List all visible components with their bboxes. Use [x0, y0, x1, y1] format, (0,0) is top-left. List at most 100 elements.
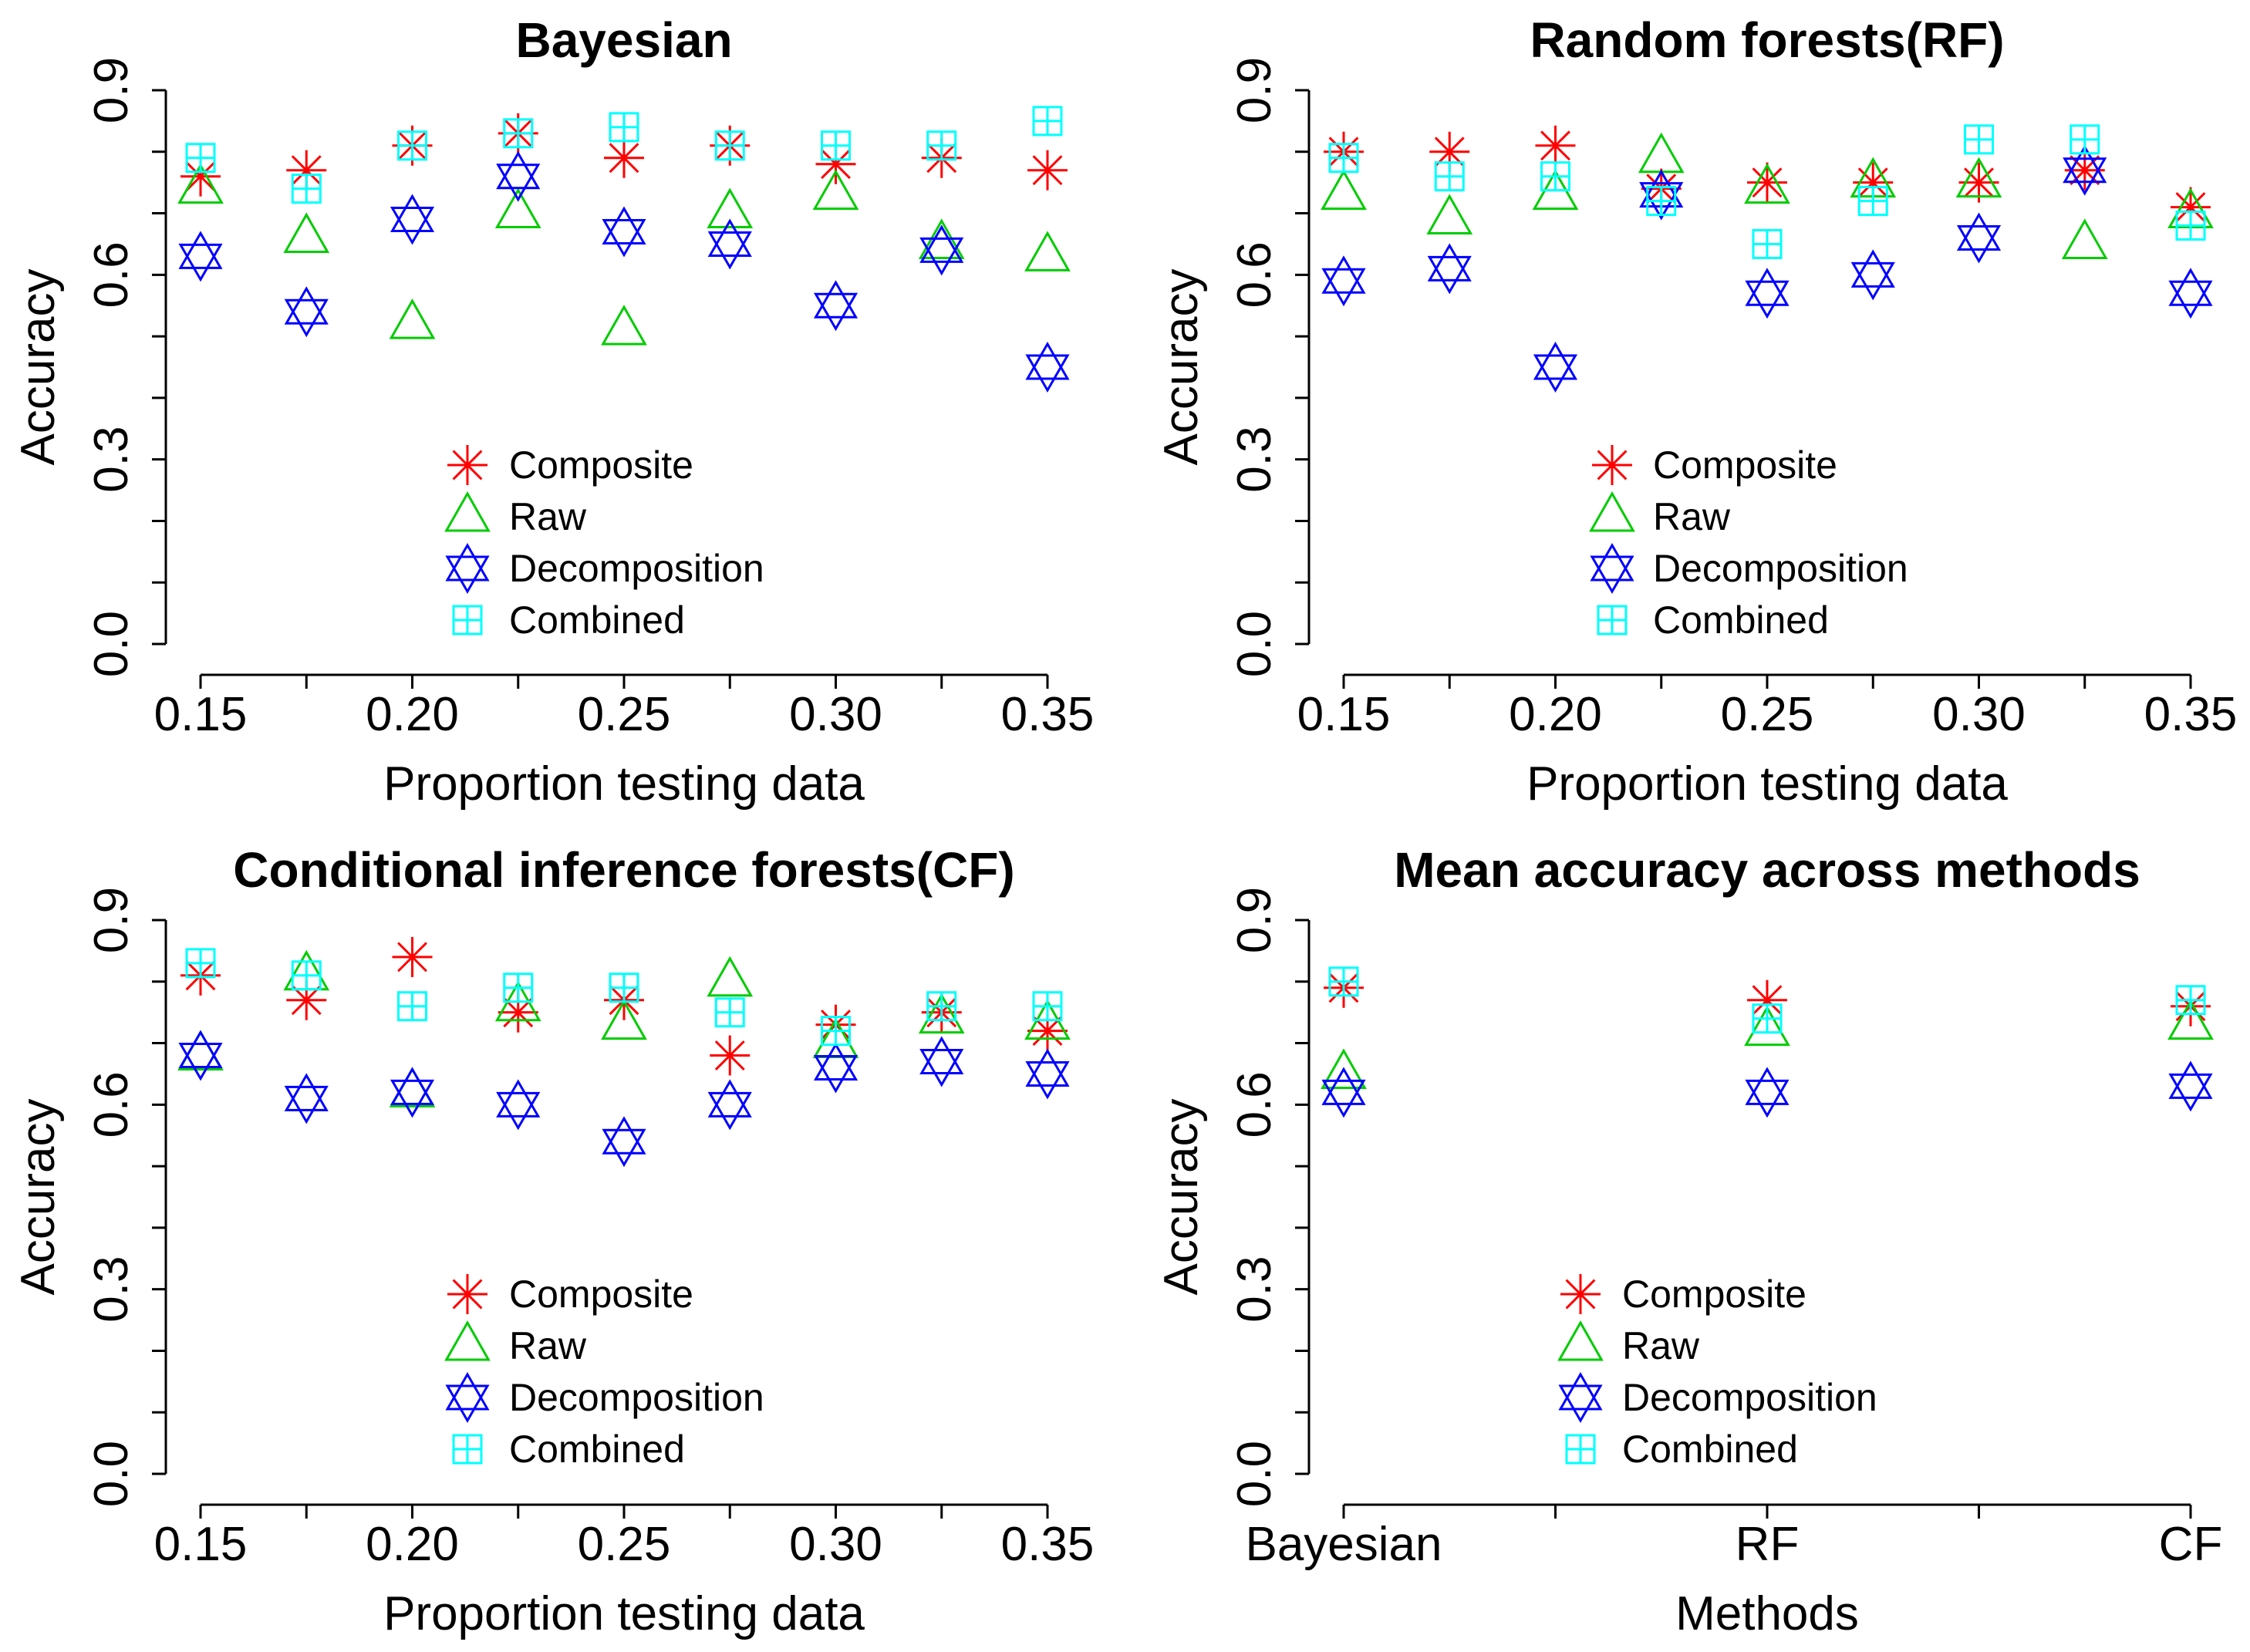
data-point-decomposition	[1745, 1067, 1790, 1118]
data-point-composite	[392, 936, 433, 977]
legend-marker-combined	[452, 605, 483, 636]
data-point-raw	[2167, 999, 2214, 1040]
data-point-composite	[286, 150, 327, 190]
legend-marker-raw	[1589, 491, 1635, 532]
y-tick-label: 0.9	[85, 57, 138, 123]
y-axis-title: Accuracy	[12, 269, 65, 466]
data-point-combined	[1752, 228, 1783, 259]
legend-label: Composite	[1653, 443, 1837, 487]
data-point-decomposition	[813, 280, 859, 332]
legend-marker-composite	[1560, 1274, 1601, 1314]
x-axis-title: Proportion testing data	[383, 1587, 865, 1640]
data-point-raw	[707, 187, 754, 229]
x-tick-label: 0.15	[1297, 688, 1391, 741]
x-tick-label: 0.35	[2144, 688, 2238, 741]
legend-marker-raw	[444, 1320, 491, 1361]
data-point-decomposition	[1321, 255, 1366, 307]
y-axis-title: Accuracy	[1155, 1099, 1208, 1296]
data-point-raw	[707, 956, 754, 997]
legend-marker-decomposition	[1558, 1371, 1603, 1424]
legend-marker-composite	[447, 1274, 487, 1314]
data-point-combined	[1032, 106, 1063, 137]
data-point-combined	[609, 973, 639, 1003]
y-tick-label: 0.9	[1228, 887, 1281, 953]
data-point-raw	[177, 163, 224, 204]
data-point-combined	[1964, 124, 1994, 155]
data-point-composite	[604, 137, 644, 178]
legend-label: Decomposition	[509, 547, 764, 590]
y-tick-label: 0.6	[85, 1071, 138, 1138]
x-tick-label: 0.25	[578, 1518, 671, 1571]
x-tick-label: 0.20	[366, 688, 459, 741]
data-point-decomposition	[919, 1036, 964, 1087]
data-point-raw	[2061, 218, 2108, 259]
y-tick-label: 0.0	[85, 611, 138, 677]
legend-label: Decomposition	[1653, 547, 1908, 590]
data-point-decomposition	[1025, 341, 1070, 393]
data-point-raw	[1744, 1005, 1790, 1047]
data-point-raw	[918, 993, 965, 1034]
y-tick-label: 0.6	[1228, 241, 1281, 308]
legend-marker-composite	[1592, 445, 1632, 485]
data-point-composite	[710, 1035, 751, 1076]
data-point-combined	[1032, 991, 1063, 1022]
data-point-combined	[714, 997, 745, 1028]
legend-marker-decomposition	[1590, 542, 1634, 595]
data-point-raw	[494, 187, 541, 229]
data-point-composite	[1535, 125, 1576, 166]
data-point-decomposition	[1745, 268, 1790, 319]
data-point-composite	[1747, 162, 1787, 203]
legend-label: Raw	[509, 1324, 587, 1367]
data-point-combined	[1857, 186, 1888, 217]
data-point-combined	[185, 948, 216, 979]
data-point-decomposition	[178, 231, 223, 282]
data-point-raw	[283, 212, 330, 253]
data-point-combined	[2070, 124, 2100, 155]
data-point-combined	[926, 991, 957, 1022]
x-tick-label: 0.20	[366, 1518, 459, 1571]
data-point-combined	[185, 143, 216, 174]
y-tick-label: 0.0	[1228, 1441, 1281, 1507]
data-point-combined	[1328, 966, 1359, 997]
legend-label: Raw	[1653, 495, 1731, 538]
legend-marker-combined	[452, 1434, 483, 1465]
data-point-decomposition	[2168, 1060, 2213, 1112]
data-point-decomposition	[2063, 144, 2107, 196]
y-tick-label: 0.3	[1228, 1256, 1281, 1323]
data-point-decomposition	[1850, 249, 1895, 301]
chart-panel-2: Random forests(RF) 0.0 0.3 0.6 0.9 Accuracy 0.…	[1155, 12, 2237, 811]
chart-title: Conditional inference forests(CF)	[233, 842, 1014, 898]
data-point-combined	[2175, 985, 2206, 1016]
data-point-raw	[1024, 231, 1071, 271]
data-point-combined	[1540, 161, 1570, 192]
data-point-decomposition	[919, 224, 964, 276]
x-axis-title: Proportion testing data	[1526, 757, 2008, 811]
data-point-decomposition	[602, 1116, 646, 1168]
y-tick-label: 0.6	[1228, 1071, 1281, 1138]
data-point-combined	[503, 118, 534, 149]
legend: Composite Raw Decomposition Combined	[444, 443, 764, 642]
legend-label: Decomposition	[509, 1376, 764, 1419]
data-point-decomposition	[813, 1042, 859, 1094]
legend-label: Raw	[1622, 1324, 1700, 1367]
x-tick-label: 0.35	[1001, 688, 1095, 741]
data-point-decomposition	[602, 206, 646, 258]
x-tick-label: RF	[1736, 1518, 1800, 1571]
legend-label: Combined	[509, 598, 685, 642]
data-point-decomposition	[178, 1030, 223, 1081]
legend-label: Decomposition	[1622, 1376, 1877, 1419]
data-point-decomposition	[284, 1073, 329, 1124]
chart-panel-1: Bayesian 0.0 0.3 0.6 0.9 Accuracy 0.15 0.20 0.25…	[12, 12, 1094, 811]
legend-marker-raw	[444, 491, 491, 532]
data-point-decomposition	[2168, 268, 2213, 319]
legend-marker-decomposition	[445, 1371, 490, 1424]
y-axis-title: Accuracy	[1155, 269, 1208, 466]
chart-title: Mean accuracy across methods	[1394, 842, 2140, 898]
data-point-raw	[1955, 157, 2002, 198]
chart-panel-4: Mean accuracy across methods 0.0 0.3 0.6 0.9…	[1155, 842, 2222, 1640]
chart-panel-3: Conditional inference forests(CF)0.00.30…	[12, 842, 1094, 1640]
data-point-decomposition	[284, 286, 329, 338]
data-point-decomposition	[496, 150, 541, 202]
data-point-combined	[714, 130, 745, 161]
